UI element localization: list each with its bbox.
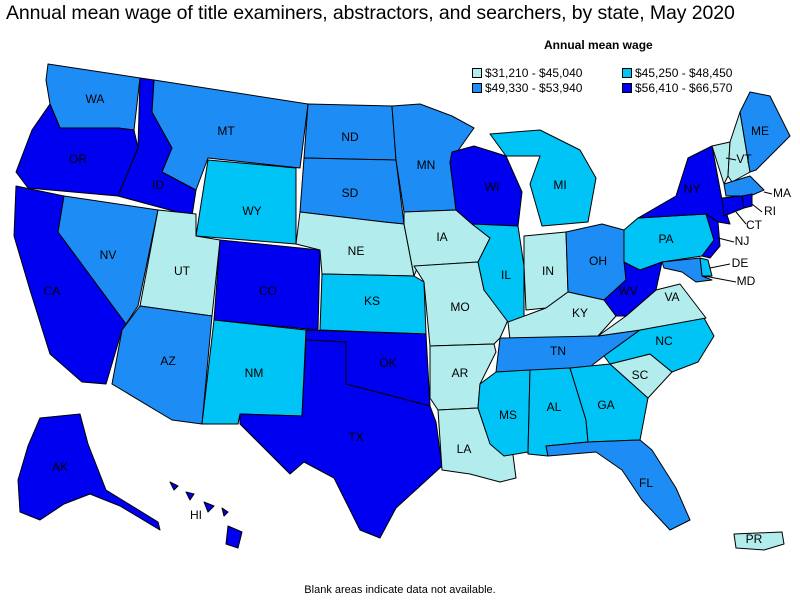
state-label-PA: PA xyxy=(658,232,673,246)
state-label-OH: OH xyxy=(589,254,607,268)
state-NJ[interactable] xyxy=(701,213,721,259)
state-label-AL: AL xyxy=(547,400,562,414)
leader-line-RI xyxy=(751,203,763,213)
legend-label: $49,330 - $53,940 xyxy=(485,81,583,95)
state-label-HI: HI xyxy=(190,508,202,522)
legend-label: $31,210 - $45,040 xyxy=(485,66,583,80)
state-PR[interactable] xyxy=(733,531,785,551)
state-MI[interactable] xyxy=(489,129,597,227)
leader-line-MA xyxy=(763,191,773,195)
state-label-IL: IL xyxy=(501,268,511,282)
state-TX[interactable] xyxy=(239,339,443,539)
state-label-VA: VA xyxy=(664,290,679,304)
state-label-VT: VT xyxy=(736,152,752,166)
state-label-MA: MA xyxy=(773,186,791,200)
state-label-IA: IA xyxy=(436,230,447,244)
state-label-MT: MT xyxy=(217,124,235,138)
state-label-TX: TX xyxy=(348,430,363,444)
state-label-WV: WV xyxy=(618,284,637,298)
state-label-KY: KY xyxy=(572,306,588,320)
state-ME[interactable] xyxy=(739,91,791,173)
state-label-NV: NV xyxy=(100,248,117,262)
legend-label: $56,410 - $66,570 xyxy=(635,81,733,95)
state-AK[interactable] xyxy=(17,413,161,531)
legend-item: $49,330 - $53,940 xyxy=(472,81,582,95)
state-label-GA: GA xyxy=(597,398,614,412)
state-label-OR: OR xyxy=(69,152,87,166)
legend-swatch xyxy=(622,68,632,78)
state-label-MI: MI xyxy=(553,178,566,192)
state-label-FL: FL xyxy=(639,476,653,490)
leader-line-DE xyxy=(709,263,731,269)
state-label-RI: RI xyxy=(764,204,776,218)
state-label-CT: CT xyxy=(746,218,763,232)
state-label-NY: NY xyxy=(684,182,701,196)
state-label-PR: PR xyxy=(746,532,763,546)
state-label-SD: SD xyxy=(342,186,359,200)
legend-item: $56,410 - $66,570 xyxy=(622,81,732,95)
footnote: Blank areas indicate data not available. xyxy=(304,584,496,596)
legend-item: $45,250 - $48,450 xyxy=(622,66,732,80)
leader-line-CT xyxy=(735,211,747,225)
legend-swatch xyxy=(472,83,482,93)
legend-swatch xyxy=(472,68,482,78)
state-AZ[interactable] xyxy=(111,305,213,425)
state-label-NM: NM xyxy=(245,366,264,380)
state-NV[interactable] xyxy=(57,195,159,325)
state-label-ND: ND xyxy=(341,130,359,144)
legend-label: $45,250 - $48,450 xyxy=(635,66,733,80)
state-label-WA: WA xyxy=(86,92,105,106)
legend-swatch xyxy=(622,83,632,93)
state-HI[interactable] xyxy=(169,481,243,549)
leader-line-NJ xyxy=(717,237,735,243)
state-label-MS: MS xyxy=(499,408,517,422)
state-label-NJ: NJ xyxy=(735,234,750,248)
state-NH[interactable] xyxy=(727,111,751,183)
state-label-CA: CA xyxy=(44,284,61,298)
state-label-DE: DE xyxy=(732,256,749,270)
state-label-ID: ID xyxy=(152,178,164,192)
state-KS[interactable] xyxy=(319,273,427,335)
state-label-OK: OK xyxy=(379,356,396,370)
map-title: Annual mean wage of title examiners, abs… xyxy=(6,2,735,24)
state-label-AR: AR xyxy=(452,366,469,380)
state-label-TN: TN xyxy=(550,344,566,358)
leader-line-VT xyxy=(725,157,737,161)
state-label-NE: NE xyxy=(348,244,365,258)
state-label-ME: ME xyxy=(751,124,769,138)
state-label-WI: WI xyxy=(485,180,500,194)
state-FL[interactable] xyxy=(545,439,691,531)
legend-item: $31,210 - $45,040 xyxy=(472,66,582,80)
state-MD[interactable] xyxy=(661,257,713,283)
state-MA[interactable] xyxy=(723,175,765,197)
state-label-UT: UT xyxy=(174,264,191,278)
state-label-MO: MO xyxy=(450,300,469,314)
state-CT[interactable] xyxy=(721,195,745,217)
state-label-WY: WY xyxy=(242,204,261,218)
state-MT[interactable] xyxy=(151,79,309,191)
state-label-SC: SC xyxy=(632,368,649,382)
state-label-AK: AK xyxy=(52,460,68,474)
leader-line-MD xyxy=(703,275,737,283)
state-label-IN: IN xyxy=(542,264,554,278)
state-label-NC: NC xyxy=(655,334,673,348)
state-label-AZ: AZ xyxy=(160,354,175,368)
legend-title: Annual mean wage xyxy=(544,38,653,52)
state-label-LA: LA xyxy=(457,442,472,456)
state-WY[interactable] xyxy=(195,159,297,245)
state-label-KS: KS xyxy=(364,294,380,308)
state-label-CO: CO xyxy=(259,284,277,298)
state-label-MN: MN xyxy=(417,158,436,172)
state-label-MD: MD xyxy=(737,274,756,288)
